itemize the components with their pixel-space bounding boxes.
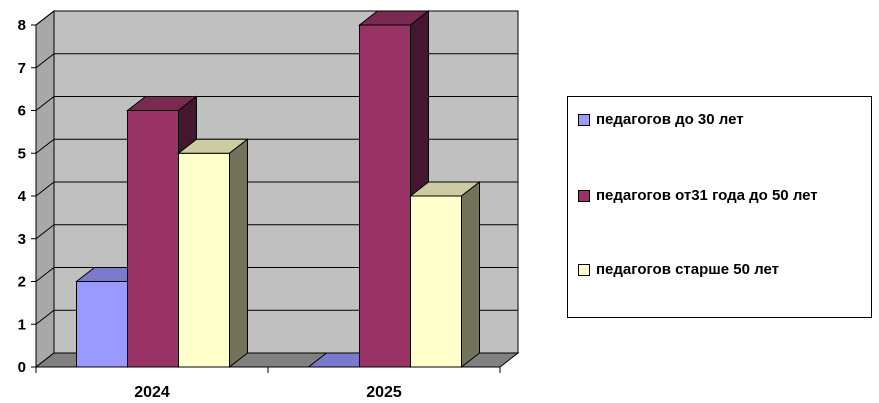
y-tick-label: 7 [18, 60, 26, 77]
x-tick-label: 2025 [366, 384, 402, 401]
y-axis-ticks: 0 1 2 3 4 5 6 7 8 [18, 17, 36, 376]
legend-label-series-2: педагогов от31 года до 50 лет [596, 187, 818, 204]
y-tick-label: 5 [18, 145, 26, 162]
legend: педагогов до 30 лет педагогов от31 года … [567, 96, 872, 318]
bars [75, 9, 481, 369]
legend-item-series-2: педагогов от31 года до 50 лет [578, 183, 866, 209]
gridline [35, 10, 518, 26]
y-tick-label: 8 [18, 17, 26, 34]
y-tick-label: 6 [18, 103, 26, 120]
x-axis-ticks: 2024 2025 [35, 367, 501, 401]
legend-item-series-1: педагогов до 30 лет [578, 107, 866, 133]
y-tick-label: 3 [18, 231, 26, 248]
legend-item-series-3: педагогов старше 50 лет [578, 257, 866, 283]
bar-front [76, 281, 128, 368]
bar [409, 180, 481, 369]
x-tick-label: 2024 [134, 384, 170, 401]
bar-front [127, 110, 179, 368]
bar-front [178, 152, 230, 368]
legend-swatch-series-1 [578, 114, 590, 126]
legend-label-series-1: педагогов до 30 лет [596, 111, 744, 128]
legend-swatch-series-2 [578, 190, 590, 202]
bar-front [359, 24, 411, 368]
y-tick-label: 4 [18, 188, 27, 205]
y-tick-label: 2 [18, 274, 26, 291]
y-tick-label: 0 [18, 359, 26, 376]
bar-side [229, 138, 248, 369]
bar-front [410, 195, 462, 368]
y-tick-label: 1 [18, 316, 26, 333]
bar-side [461, 180, 480, 369]
bar [177, 138, 249, 369]
legend-swatch-series-3 [578, 264, 590, 276]
legend-label-series-3: педагогов старше 50 лет [596, 261, 779, 278]
